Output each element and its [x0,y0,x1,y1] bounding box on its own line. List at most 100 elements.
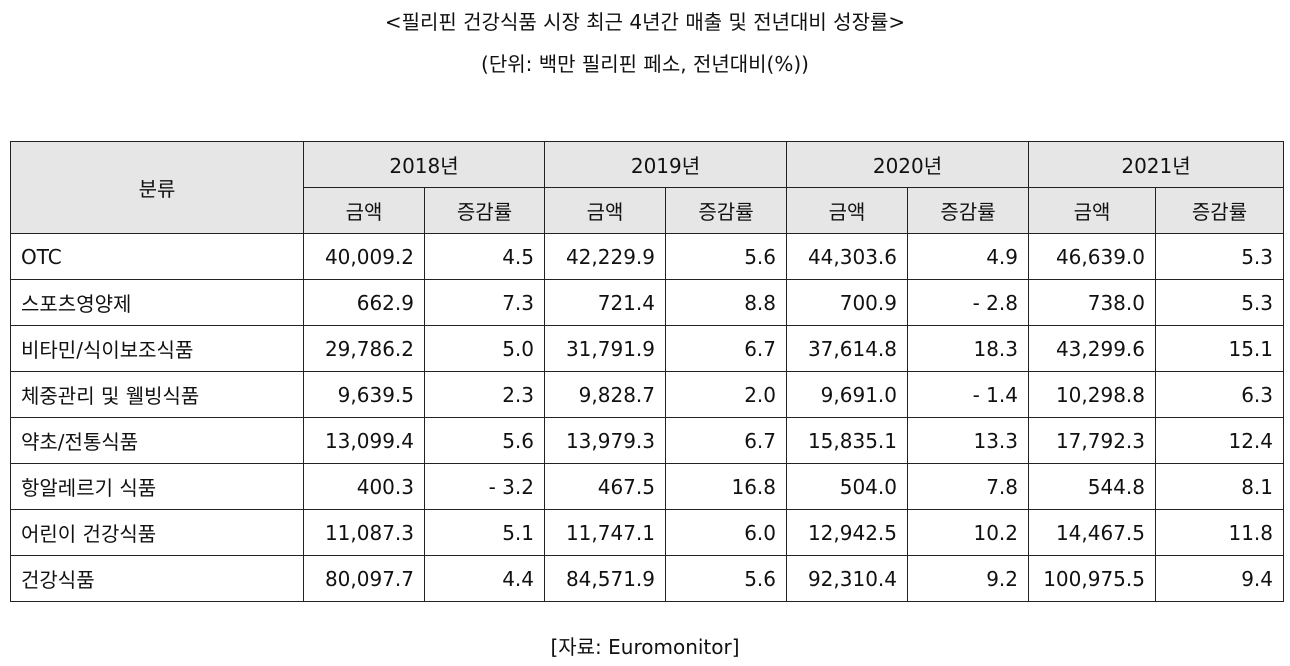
change-header: 증감률 [665,187,787,234]
amount-cell: 721.4 [544,279,666,326]
amount-cell: 11,747.1 [544,509,666,556]
table-subtitle: (단위: 백만 필리핀 페소, 전년대비(%)) [481,52,809,76]
amount-cell: 400.3 [303,463,425,510]
amount-cell: 9,691.0 [786,371,908,418]
change-cell: 10.2 [907,509,1029,556]
amount-header: 금액 [786,187,908,234]
amount-cell: 544.8 [1028,463,1156,510]
change-cell: 5.3 [1155,279,1284,326]
change-cell: 13.3 [907,417,1029,464]
amount-cell: 9,828.7 [544,371,666,418]
amount-cell: 662.9 [303,279,425,326]
table-row: 항알레르기 식품 400.3- 3.2 467.5 16.8 504.0 7.8 544.8… [10,463,1284,510]
amount-cell: 40,009.2 [303,233,425,280]
change-cell: 5.1 [424,509,545,556]
amount-cell: 37,614.8 [786,325,908,372]
table-header: 분류 2018년 2019년 2020년 2021년 금액 증감률 금액 증감률… [10,141,1284,234]
amount-header: 금액 [544,187,666,234]
category-cell: 항알레르기 식품 [10,463,304,510]
category-cell: 스포츠영양제 [10,279,304,326]
amount-cell: 29,786.2 [303,325,425,372]
amount-cell: 11,087.3 [303,509,425,556]
change-cell: 6.0 [665,509,787,556]
change-cell: 7.3 [424,279,545,326]
amount-cell: 15,835.1 [786,417,908,464]
change-cell: 5.3 [1155,233,1284,280]
change-cell: 5.6 [665,555,787,602]
amount-cell: 100,975.5 [1028,555,1156,602]
table-row: 스포츠영양제 662.9 7.3 721.4 8.8 700.9- 2.8 738.0 5.3 [10,279,1284,326]
amount-cell: 44,303.6 [786,233,908,280]
table-row: 건강식품 80,097.7 4.4 84,571.9 5.6 92,310.4 9.2 100… [10,555,1284,602]
category-cell: 어린이 건강식품 [10,509,304,556]
amount-cell: 12,942.5 [786,509,908,556]
change-cell: - 3.2 [424,463,545,510]
amount-cell: 43,299.6 [1028,325,1156,372]
change-cell: 4.4 [424,555,545,602]
amount-cell: 17,792.3 [1028,417,1156,464]
change-header: 증감률 [424,187,545,234]
change-cell: 5.6 [665,233,787,280]
change-cell: 9.4 [1155,555,1284,602]
sales-table: 분류 2018년 2019년 2020년 2021년 금액 증감률 금액 증감률… [10,141,1284,602]
amount-cell: 31,791.9 [544,325,666,372]
amount-cell: 92,310.4 [786,555,908,602]
table-body: OTC 40,009.2 4.5 42,229.9 5.6 44,303.6 4.9 46,6… [10,233,1284,602]
amount-cell: 13,979.3 [544,417,666,464]
change-cell: 6.7 [665,325,787,372]
amount-cell: 738.0 [1028,279,1156,326]
table-row: 약초/전통식품 13,099.4 5.6 13,979.3 6.7 15,835.1 13.… [10,417,1284,464]
change-cell: 11.8 [1155,509,1284,556]
category-cell: 건강식품 [10,555,304,602]
change-cell: 2.3 [424,371,545,418]
year-header-2019: 2019년 [544,141,787,188]
change-cell: 7.8 [907,463,1029,510]
change-cell: - 1.4 [907,371,1029,418]
table-row: OTC 40,009.2 4.5 42,229.9 5.6 44,303.6 4.9 46,6… [10,233,1284,280]
table-row: 체중관리 및 웰빙식품 9,639.5 2.3 9,828.7 2.0 9,691.0- … [10,371,1284,418]
change-cell: 8.8 [665,279,787,326]
change-cell: 5.0 [424,325,545,372]
amount-cell: 84,571.9 [544,555,666,602]
amount-header: 금액 [303,187,425,234]
amount-header: 금액 [1028,187,1156,234]
year-header-2020: 2020년 [786,141,1029,188]
amount-cell: 9,639.5 [303,371,425,418]
change-header: 증감률 [907,187,1029,234]
amount-cell: 42,229.9 [544,233,666,280]
change-cell: 16.8 [665,463,787,510]
amount-cell: 80,097.7 [303,555,425,602]
change-cell: 6.3 [1155,371,1284,418]
change-cell: 4.5 [424,233,545,280]
table-title: <필리핀 건강식품 시장 최근 4년간 매출 및 전년대비 성장률> [384,10,906,34]
change-cell: 9.2 [907,555,1029,602]
source-note: [자료: Euromonitor] [550,635,740,659]
year-header-2018: 2018년 [303,141,545,188]
category-cell: 약초/전통식품 [10,417,304,464]
change-cell: 15.1 [1155,325,1284,372]
change-cell: 4.9 [907,233,1029,280]
category-cell: 체중관리 및 웰빙식품 [10,371,304,418]
amount-cell: 10,298.8 [1028,371,1156,418]
change-cell: 6.7 [665,417,787,464]
amount-cell: 13,099.4 [303,417,425,464]
table-row: 어린이 건강식품 11,087.3 5.1 11,747.1 6.0 12,942.5 10… [10,509,1284,556]
category-cell: OTC [10,233,304,280]
amount-cell: 504.0 [786,463,908,510]
header-row-years: 분류 2018년 2019년 2020년 2021년 [10,141,1284,234]
change-cell: 5.6 [424,417,545,464]
category-cell: 비타민/식이보조식품 [10,325,304,372]
table-row: 비타민/식이보조식품 29,786.2 5.0 31,791.9 6.7 37,614.8… [10,325,1284,372]
change-cell: - 2.8 [907,279,1029,326]
change-cell: 2.0 [665,371,787,418]
header-row-metrics: 금액 증감률 금액 증감률 금액 증감률 금액 증감률 [11,187,1284,234]
amount-cell: 46,639.0 [1028,233,1156,280]
amount-cell: 700.9 [786,279,908,326]
amount-cell: 14,467.5 [1028,509,1156,556]
amount-cell: 467.5 [544,463,666,510]
change-cell: 12.4 [1155,417,1284,464]
change-cell: 8.1 [1155,463,1284,510]
year-header-2021: 2021년 [1028,141,1284,188]
change-header: 증감률 [1155,187,1284,234]
category-header: 분류 [10,141,304,234]
